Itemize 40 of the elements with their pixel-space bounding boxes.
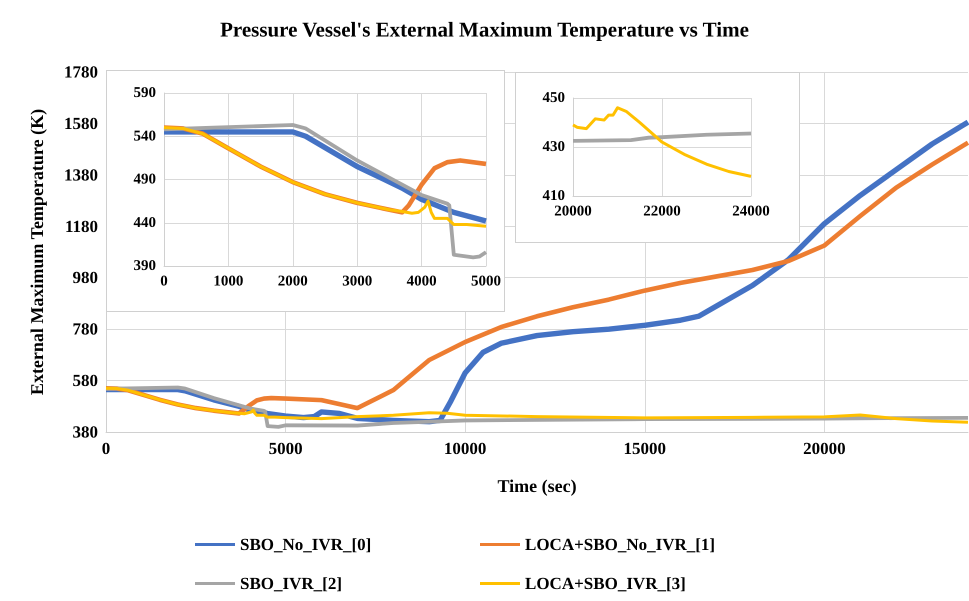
y-tick-label: 1780 <box>64 62 98 82</box>
y-axis-title: External Maximum Temperature (K) <box>27 108 47 396</box>
x-tick-label: 5000 <box>471 274 501 290</box>
line-series <box>571 132 753 143</box>
x-tick-label: 20000 <box>803 439 846 458</box>
y-tick-label: 540 <box>134 128 156 144</box>
y-tick-label: 980 <box>72 268 98 288</box>
x-tick-label: 0 <box>160 274 168 290</box>
legend-label: SBO_No_IVR_[0] <box>240 535 372 554</box>
x-axis-title: Time (sec) <box>497 476 577 496</box>
y-tick-label: 390 <box>134 258 156 274</box>
line-series <box>162 123 488 260</box>
y-tick-label: 430 <box>542 139 565 155</box>
legend-label: SBO_IVR_[2] <box>240 574 342 593</box>
chart-title: Pressure Vessel's External Maximum Temperature vs Time <box>220 18 749 42</box>
x-tick-label: 2000 <box>278 274 308 290</box>
x-tick-label: 15000 <box>624 439 666 458</box>
y-tick-label: 380 <box>72 422 98 442</box>
legend-label: LOCA+SBO_IVR_[3] <box>525 574 686 593</box>
y-tick-label: 1380 <box>64 165 98 184</box>
x-tick-label: 5000 <box>268 439 303 458</box>
y-tick-label: 440 <box>134 214 156 231</box>
x-tick-label: 1000 <box>213 274 244 290</box>
x-tick-label: 3000 <box>342 274 372 290</box>
x-tick-label: 4000 <box>406 274 437 290</box>
x-tick-label: 0 <box>102 439 110 458</box>
x-tick-label: 20000 <box>554 204 592 220</box>
y-tick-label: 590 <box>134 85 156 101</box>
x-tick-label: 22000 <box>643 204 681 220</box>
y-tick-label: 780 <box>72 320 98 339</box>
y-tick-label: 580 <box>72 371 98 390</box>
x-tick-label: 24000 <box>732 204 770 220</box>
y-tick-label: 490 <box>134 172 156 188</box>
y-tick-label: 1180 <box>64 216 98 236</box>
line-series <box>572 106 752 178</box>
legend-label: LOCA+SBO_No_IVR_[1] <box>525 535 716 554</box>
y-tick-label: 450 <box>542 90 565 106</box>
x-tick-label: 10000 <box>444 439 486 458</box>
y-tick-label: 1580 <box>64 114 98 133</box>
y-tick-label: 410 <box>542 188 565 204</box>
